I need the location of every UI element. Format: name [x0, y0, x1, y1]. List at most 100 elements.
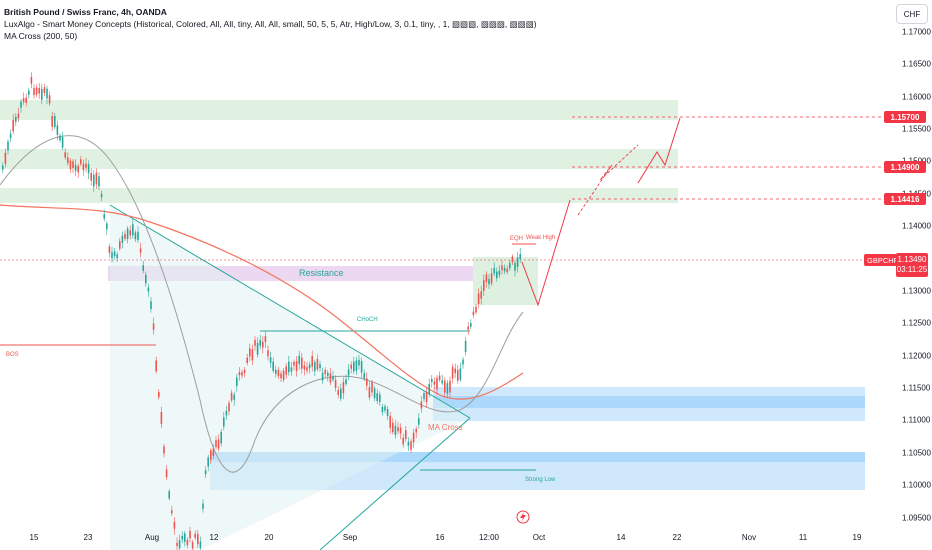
candle-body — [173, 521, 176, 529]
candle-body — [360, 361, 363, 373]
candle-body — [72, 161, 74, 168]
candle-body — [165, 469, 168, 478]
candle-body — [386, 408, 389, 416]
date-tick: 11 — [798, 533, 808, 542]
candle-body — [28, 90, 30, 95]
candle-body — [22, 98, 25, 102]
candle-body — [98, 176, 100, 187]
candle-body — [327, 372, 329, 376]
resistance-label: Resistance — [299, 268, 344, 278]
candle-body — [420, 401, 423, 409]
target-price-tag: 1.15700 — [884, 111, 926, 123]
candle-body — [262, 341, 264, 348]
candle-body — [251, 349, 254, 361]
symbol-title[interactable]: British Pound / Swiss Franc, 4h, OANDA — [4, 7, 167, 17]
price-tick: 1.13000 — [902, 286, 931, 296]
date-tick: 12:00 — [478, 533, 500, 542]
candle-body — [139, 248, 142, 253]
candle-body — [67, 157, 69, 164]
price-tick: 1.12500 — [902, 318, 931, 328]
price-tick: 1.17000 — [902, 27, 931, 37]
candle-body — [225, 411, 228, 416]
candle-body — [116, 254, 118, 259]
candle-body — [459, 368, 462, 380]
candle-body — [415, 428, 417, 433]
candle-body — [498, 270, 501, 275]
candle-body — [215, 440, 217, 448]
candle-body — [230, 392, 233, 401]
candle-body — [485, 274, 488, 283]
candle-body — [493, 268, 495, 274]
candle-body — [282, 370, 285, 380]
candle-body — [329, 373, 332, 383]
candle-body — [285, 366, 287, 375]
candle-body — [150, 301, 152, 310]
candle-body — [451, 366, 454, 379]
candle-body — [132, 224, 134, 236]
candle-body — [269, 357, 272, 363]
candle-body — [433, 381, 436, 385]
candle-body — [446, 383, 449, 394]
candle-body — [163, 446, 165, 454]
candle-body — [35, 87, 38, 95]
candle-body — [43, 87, 46, 94]
strong-low-label: Strong Low — [525, 477, 556, 483]
candle-body — [436, 377, 438, 390]
candle-body — [59, 135, 61, 141]
candle-body — [137, 231, 139, 241]
candle-body — [399, 427, 402, 434]
candle-body — [259, 340, 261, 346]
price-tick: 1.11000 — [902, 415, 931, 425]
candle-body — [511, 256, 514, 263]
demand-zone — [433, 396, 865, 408]
candle-body — [472, 311, 475, 316]
date-tick: 22 — [672, 533, 682, 542]
candle-body — [178, 540, 181, 549]
candle-body — [425, 391, 428, 403]
candle-body — [321, 372, 324, 381]
eqh-label: EQH — [510, 236, 524, 242]
currency-button[interactable]: CHF — [896, 4, 928, 24]
candle-body — [12, 119, 14, 132]
indicator-ma-cross[interactable]: MA Cross (200, 50) — [4, 31, 78, 41]
date-tick: Aug — [144, 533, 160, 542]
candle-body — [17, 113, 20, 119]
candle-body — [366, 378, 368, 386]
candle-body — [80, 159, 82, 164]
candle-body — [142, 265, 144, 271]
candle-body — [272, 361, 274, 371]
candle-body — [168, 491, 170, 499]
events-bolt-icon[interactable] — [516, 510, 530, 524]
candle-body — [428, 383, 430, 395]
candle-body — [288, 361, 290, 373]
candle-body — [373, 388, 376, 399]
chart-legend: British Pound / Swiss Franc, 4h, OANDA L… — [4, 6, 537, 42]
candle-body — [33, 88, 35, 96]
candle-body — [519, 254, 521, 260]
candle-body — [119, 241, 121, 249]
candle-body — [363, 373, 365, 379]
candle-body — [220, 431, 222, 444]
indicator-luxalgo[interactable]: LuxAlgo - Smart Money Concepts (Historic… — [4, 19, 537, 29]
candle-body — [332, 376, 334, 380]
candle-body — [160, 412, 163, 424]
candle-body — [147, 287, 150, 292]
candle-body — [256, 342, 259, 355]
candle-body — [77, 166, 79, 173]
candle-body — [275, 369, 277, 374]
date-tick: Oct — [532, 533, 546, 542]
price-tick: 1.16500 — [902, 59, 931, 69]
candle-body — [509, 262, 511, 269]
candle-body — [394, 425, 397, 436]
candle-body — [54, 115, 56, 128]
date-tick: 23 — [83, 533, 93, 542]
candle-body — [496, 271, 498, 279]
candle-body — [4, 152, 7, 164]
price-tick: 1.16000 — [902, 92, 931, 102]
date-tick: 14 — [616, 533, 626, 542]
candle-body — [264, 336, 267, 343]
supply-zone — [0, 100, 678, 120]
candle-body — [186, 539, 189, 546]
